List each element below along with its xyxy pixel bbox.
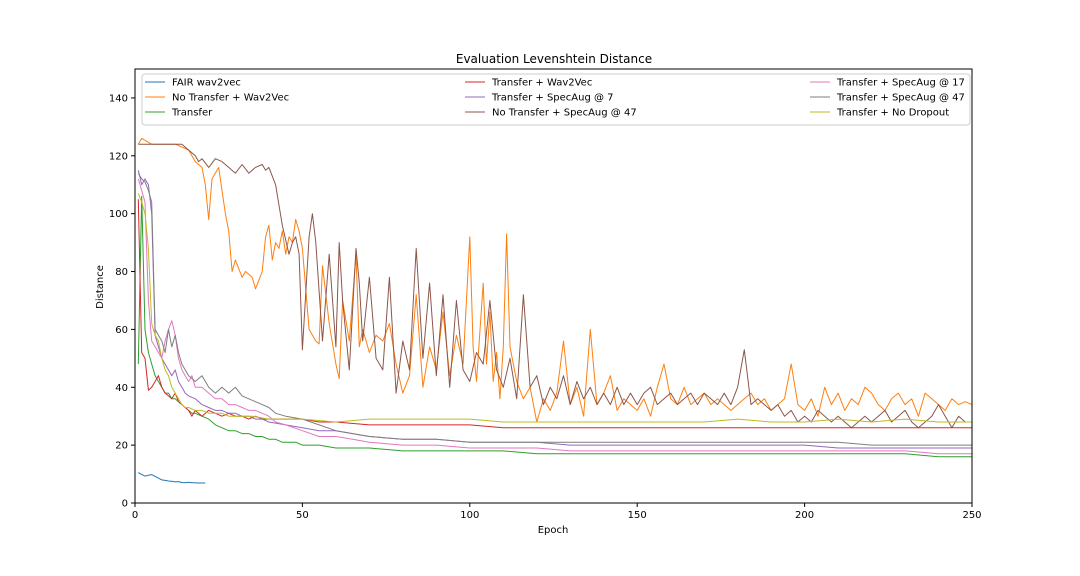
- ticks-layer: 0 50 100 150 200 250 0 20 40 60 80 100 120 140: [109, 93, 982, 521]
- y-tick-label-6: 120: [109, 151, 128, 162]
- series-line-4: [137, 170, 972, 449]
- x-tick-label-5: 250: [962, 510, 981, 521]
- y-tick-label-7: 140: [109, 93, 128, 104]
- legend-label-7: Transfer + SpecAug @ 47: [836, 93, 965, 104]
- y-tick-label-5: 100: [109, 209, 128, 220]
- legend-label-1: No Transfer + Wav2Vec: [172, 93, 289, 104]
- series-line-8: [137, 193, 972, 423]
- x-axis-label: Epoch: [538, 525, 569, 536]
- x-tick-label-3: 150: [628, 510, 647, 521]
- legend-label-2: Transfer: [171, 108, 213, 119]
- series-layer: [137, 137, 973, 484]
- series-line-7: [137, 172, 972, 446]
- x-tick-label-4: 200: [795, 510, 814, 521]
- legend-label-3: Transfer + Wav2Vec: [491, 78, 592, 89]
- series-line-0: [138, 472, 206, 484]
- legend-label-5: No Transfer + SpecAug @ 47: [492, 108, 637, 119]
- y-tick-label-4: 80: [115, 267, 128, 278]
- x-tick-label-2: 100: [460, 510, 479, 521]
- legend: FAIR wav2vec No Transfer + Wav2Vec Transfe…: [141, 73, 971, 126]
- chart-title: Evaluation Levenshtein Distance: [456, 52, 652, 66]
- series-line-1: [137, 137, 973, 423]
- legend-frame: [141, 73, 971, 126]
- legend-label-8: Transfer + No Dropout: [836, 108, 949, 119]
- legend-label-0: FAIR wav2vec: [172, 78, 241, 89]
- plot-frame: [134, 68, 973, 504]
- y-axis-label: Distance: [95, 265, 106, 309]
- legend-items: FAIR wav2vec No Transfer + Wav2Vec Transfe…: [145, 78, 965, 119]
- series-line-5: [138, 143, 972, 429]
- y-tick-label-0: 0: [122, 499, 128, 510]
- legend-label-4: Transfer + SpecAug @ 7: [491, 93, 614, 104]
- y-tick-label-1: 20: [115, 441, 128, 452]
- series-line-2: [137, 195, 972, 458]
- legend-label-6: Transfer + SpecAug @ 17: [836, 78, 965, 89]
- y-tick-label-2: 40: [115, 383, 128, 394]
- y-tick-label-3: 60: [115, 325, 128, 336]
- x-tick-label-1: 50: [296, 510, 309, 521]
- x-tick-label-0: 0: [132, 510, 138, 521]
